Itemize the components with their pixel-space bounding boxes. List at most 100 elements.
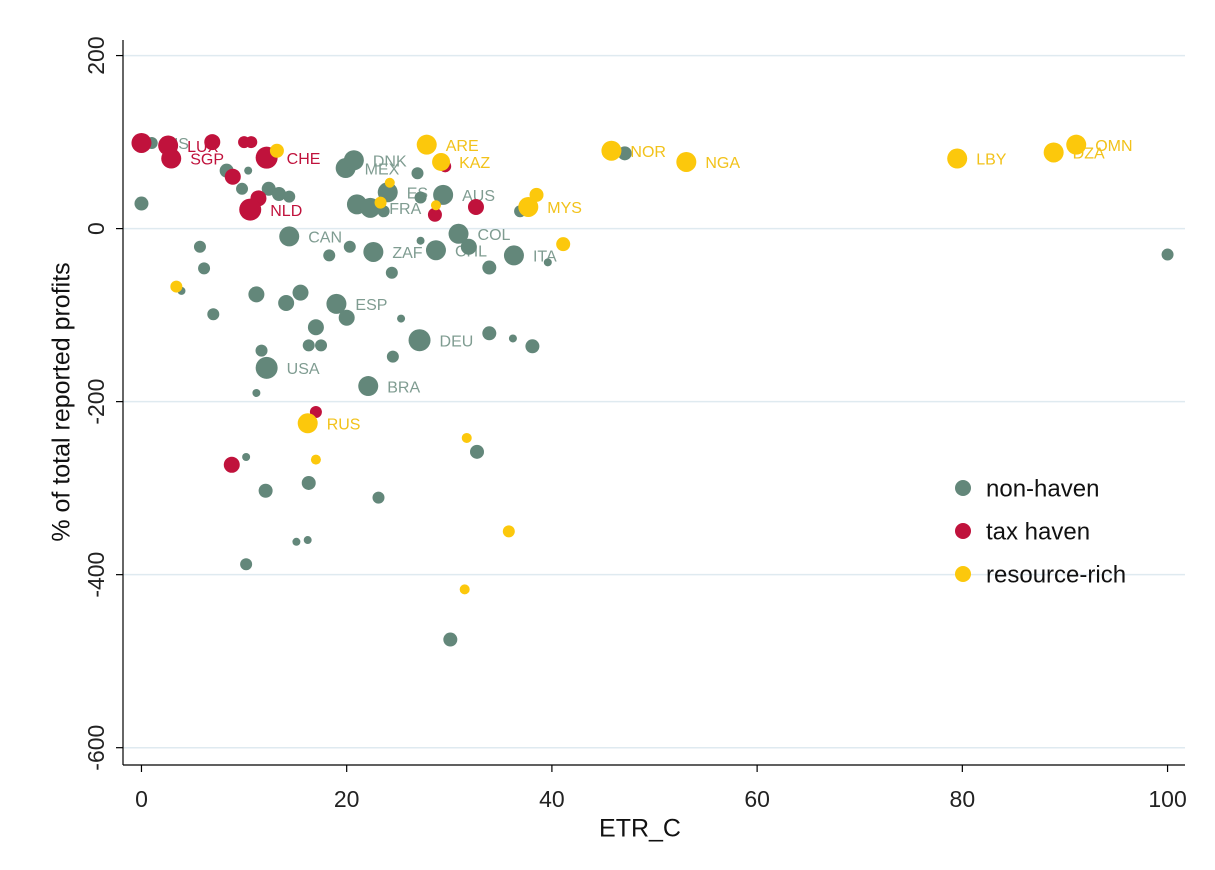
y-tick-label: -200 bbox=[83, 379, 109, 425]
point-label: CHE bbox=[287, 151, 321, 168]
point bbox=[502, 525, 515, 538]
point-label: BRA bbox=[387, 379, 420, 396]
point bbox=[255, 356, 278, 379]
point bbox=[343, 240, 356, 253]
point-label: KAZ bbox=[459, 155, 490, 172]
point bbox=[459, 584, 470, 595]
point bbox=[258, 483, 273, 498]
point bbox=[207, 308, 220, 321]
point bbox=[193, 240, 206, 253]
point bbox=[416, 236, 425, 245]
point bbox=[255, 344, 268, 357]
point bbox=[556, 237, 571, 252]
point bbox=[244, 166, 253, 175]
legend-marker bbox=[955, 523, 971, 539]
point bbox=[482, 326, 497, 341]
point-label: MYS bbox=[547, 200, 582, 217]
point bbox=[358, 376, 379, 397]
point bbox=[363, 241, 384, 262]
point bbox=[292, 284, 309, 301]
point bbox=[134, 196, 149, 211]
point bbox=[301, 475, 316, 490]
point bbox=[414, 191, 427, 204]
point-label: ARE bbox=[446, 138, 479, 155]
point bbox=[161, 148, 182, 169]
point bbox=[307, 319, 324, 336]
point bbox=[343, 150, 364, 171]
point bbox=[467, 198, 484, 215]
point bbox=[518, 196, 539, 217]
point bbox=[323, 249, 336, 262]
point bbox=[252, 388, 261, 397]
y-tick-label: 0 bbox=[83, 222, 109, 235]
point bbox=[223, 456, 240, 473]
point bbox=[525, 339, 540, 354]
point bbox=[408, 329, 431, 352]
point bbox=[326, 293, 347, 314]
point bbox=[448, 223, 469, 244]
point-label: MEX bbox=[365, 161, 400, 178]
x-tick-label: 0 bbox=[135, 786, 148, 812]
point bbox=[131, 132, 152, 153]
point bbox=[310, 454, 321, 465]
point bbox=[433, 184, 454, 205]
point-label: NGA bbox=[705, 155, 740, 172]
point-label: NOR bbox=[630, 144, 666, 161]
point bbox=[236, 182, 249, 195]
point bbox=[374, 196, 387, 209]
point bbox=[303, 536, 312, 545]
x-tick-label: 60 bbox=[744, 786, 770, 812]
point bbox=[432, 152, 451, 171]
point bbox=[470, 444, 484, 459]
point bbox=[269, 143, 284, 158]
point bbox=[198, 262, 211, 275]
point bbox=[297, 413, 318, 434]
point bbox=[204, 134, 221, 151]
point bbox=[1066, 134, 1087, 155]
legend-marker bbox=[955, 480, 971, 496]
point-label: NLD bbox=[270, 203, 302, 220]
point-label: DNK bbox=[373, 153, 407, 170]
point bbox=[503, 245, 524, 266]
point-label: FRA bbox=[389, 201, 421, 218]
point bbox=[242, 453, 251, 462]
point bbox=[416, 134, 437, 155]
point bbox=[292, 537, 301, 546]
point bbox=[302, 339, 315, 352]
point bbox=[543, 258, 552, 267]
point bbox=[508, 334, 517, 343]
point-label: COL bbox=[478, 227, 511, 244]
y-tick-label: -400 bbox=[83, 552, 109, 598]
point-label: LBY bbox=[976, 152, 1007, 169]
x-axis-title: ETR_C bbox=[599, 815, 681, 843]
x-tick-label: 40 bbox=[539, 786, 565, 812]
point bbox=[601, 140, 622, 161]
x-tick-label: 100 bbox=[1148, 786, 1186, 812]
point-label: RUS bbox=[327, 416, 361, 433]
point bbox=[271, 186, 286, 201]
point bbox=[430, 200, 441, 211]
legend-label: non-haven bbox=[986, 475, 1099, 502]
point-label: CAN bbox=[308, 230, 342, 247]
point bbox=[283, 190, 296, 203]
point bbox=[443, 632, 458, 647]
y-axis-title: % of total reported profits bbox=[48, 262, 76, 541]
point bbox=[385, 266, 398, 279]
point bbox=[248, 286, 265, 303]
point bbox=[947, 148, 968, 169]
point-label: USA bbox=[287, 361, 320, 378]
point bbox=[425, 240, 446, 261]
point bbox=[676, 151, 697, 172]
point-label: OMN bbox=[1095, 138, 1132, 155]
point bbox=[239, 198, 262, 221]
point bbox=[1043, 142, 1064, 163]
point-label: DEU bbox=[440, 333, 474, 350]
point bbox=[245, 136, 258, 149]
point-label: ESP bbox=[355, 297, 387, 314]
point bbox=[315, 339, 328, 352]
point bbox=[384, 177, 395, 188]
point bbox=[338, 309, 355, 326]
point bbox=[372, 491, 385, 504]
point-label: ZAF bbox=[392, 245, 422, 262]
